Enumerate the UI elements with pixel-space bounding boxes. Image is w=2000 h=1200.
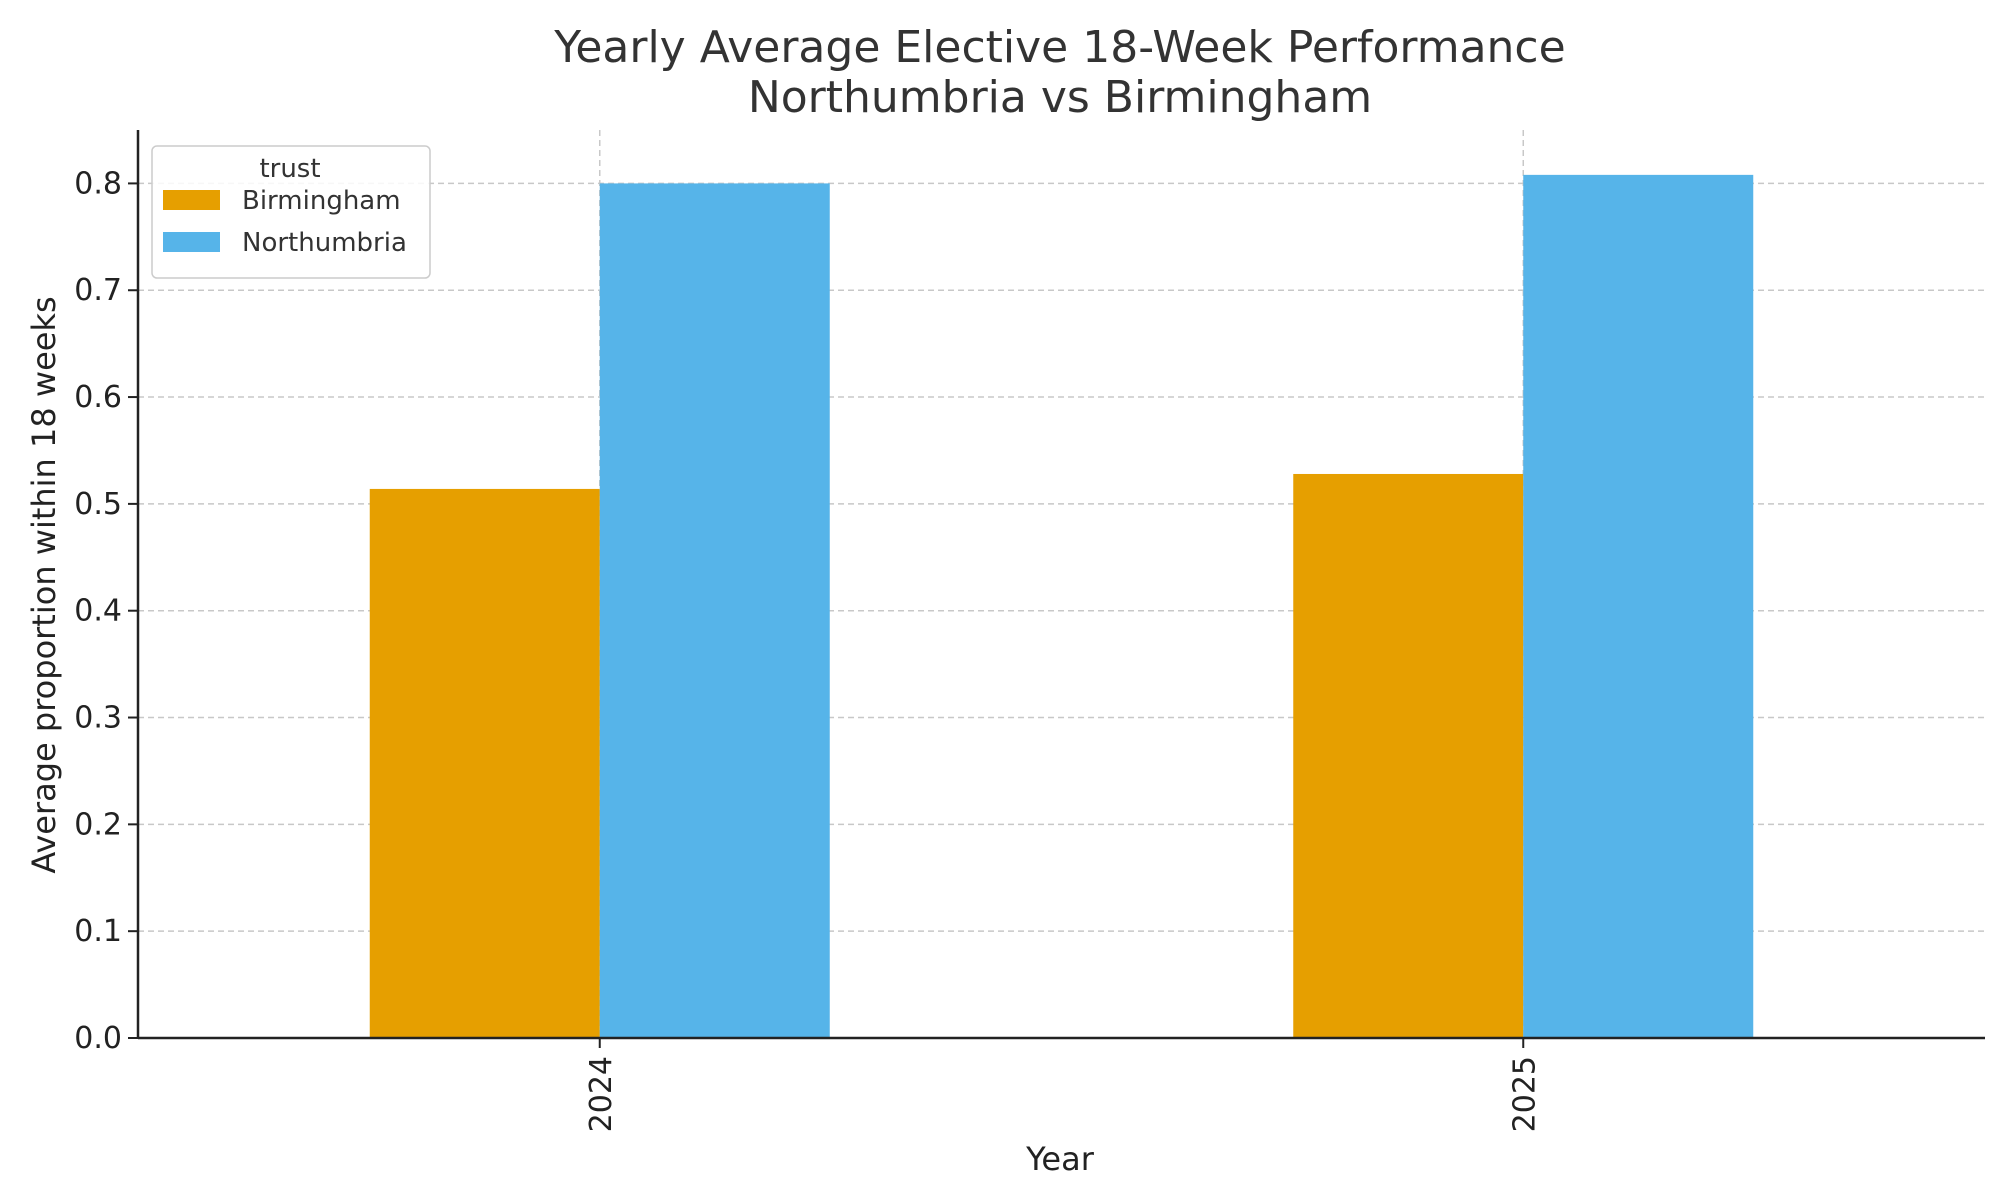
legend-swatch-birmingham [163,190,220,210]
legend-swatch-northumbria [163,232,220,252]
legend-label-northumbria: Northumbria [242,228,407,258]
y-tick-label: 0.0 [74,1021,122,1056]
x-tick-label: 2024 [584,1056,619,1132]
y-tick-label: 0.2 [74,807,122,842]
chart-subtitle: Northumbria vs Birmingham [748,72,1372,123]
y-axis-ticks: 0.0 0.1 0.2 0.3 0.4 0.5 0.6 0.7 0.8 [74,166,138,1056]
bar-northumbria-2025 [1523,174,1754,1039]
y-tick-label: 0.5 [74,487,122,522]
legend-label-birmingham: Birmingham [242,186,401,216]
legend-title: trust [259,154,320,184]
legend: trust Birmingham Northumbria [151,145,431,279]
y-tick-label: 0.4 [74,594,122,629]
y-tick-label: 0.8 [74,166,122,201]
bar-birmingham-2024 [369,488,600,1038]
chart-title: Yearly Average Elective 18-Week Performa… [553,22,1565,73]
y-tick-label: 0.3 [74,701,122,736]
y-tick-label: 0.7 [74,273,122,308]
axes [136,130,1985,1040]
x-tick-label: 2025 [1507,1056,1542,1132]
x-axis-ticks: 2024 2025 [584,1038,1542,1132]
bars [369,174,1754,1039]
x-axis-label: Year [1025,1140,1095,1178]
legend-box [151,145,431,279]
y-tick-label: 0.6 [74,380,122,415]
y-axis-label: Average proportion within 18 weeks [25,296,63,873]
bar-birmingham-2025 [1293,473,1524,1038]
bar-northumbria-2024 [599,183,830,1039]
y-tick-label: 0.1 [74,914,122,949]
